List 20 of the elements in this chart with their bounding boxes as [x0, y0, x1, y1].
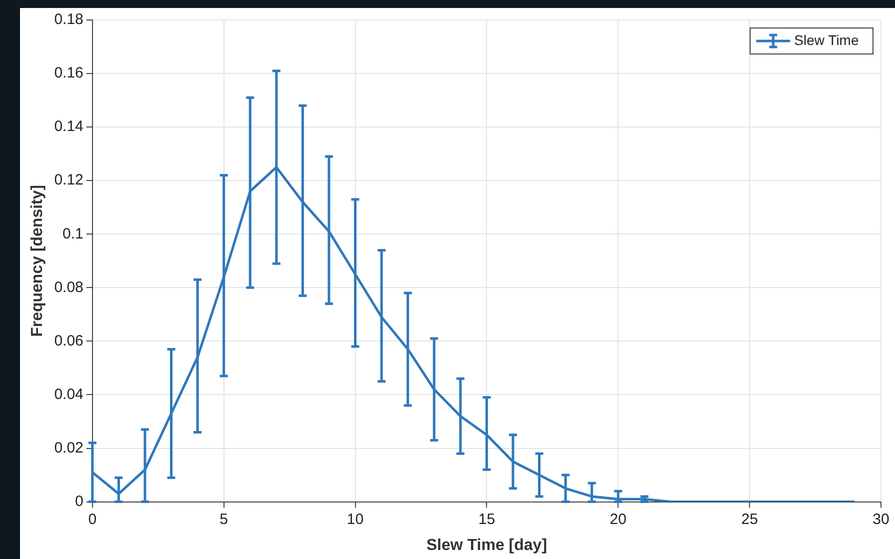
x-tick-label: 10 [346, 510, 364, 528]
y-tick-label: 0.12 [54, 172, 84, 189]
y-tick-label: 0.16 [54, 64, 84, 82]
x-tick-label: 15 [478, 510, 496, 528]
y-tick-label: 0.08 [54, 278, 84, 296]
y-tick-label: 0.04 [54, 386, 84, 403]
x-tick-label: 25 [741, 510, 758, 528]
legend-label: Slew Time [794, 32, 859, 48]
x-tick-label: 30 [872, 510, 890, 528]
y-axis-title: Frequency [density] [29, 184, 46, 337]
y-tick-label: 0 [75, 492, 84, 510]
x-axis-title: Slew Time [day] [426, 536, 548, 554]
x-tick-label: 20 [610, 510, 626, 528]
y-tick-label: 0.02 [54, 439, 84, 456]
y-tick-label: 0.18 [54, 11, 84, 28]
y-tick-label: 0.14 [54, 118, 84, 136]
y-tick-label: 0.1 [62, 225, 84, 242]
y-tick-label: 0.06 [54, 332, 84, 350]
x-tick-label: 5 [220, 510, 228, 528]
x-tick-label: 0 [88, 510, 97, 528]
